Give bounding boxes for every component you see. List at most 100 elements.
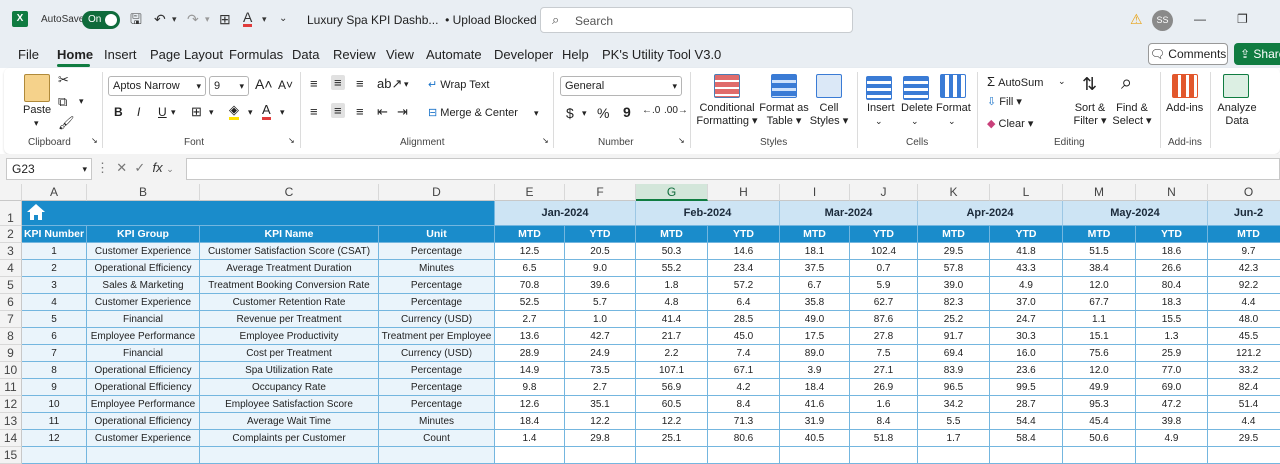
table-cell[interactable]: 39.6: [565, 277, 636, 294]
paste-icon[interactable]: [24, 74, 50, 102]
table-cell[interactable]: 80.4: [1136, 277, 1208, 294]
table-cell[interactable]: Operational Efficiency: [87, 260, 200, 277]
align-middle-icon[interactable]: ≡: [331, 75, 345, 90]
empty-cell[interactable]: [1063, 447, 1136, 464]
table-cell[interactable]: Employee Performance: [87, 396, 200, 413]
tab-file[interactable]: File: [18, 47, 39, 62]
table-cell[interactable]: 8: [22, 362, 87, 379]
sort-filter-button[interactable]: Sort & Filter ▾: [1073, 102, 1107, 127]
autosum-dropdown-icon[interactable]: ⌄: [1058, 76, 1066, 86]
column-header-n[interactable]: N: [1136, 184, 1208, 201]
paste-button[interactable]: Paste: [23, 104, 52, 116]
table-cell[interactable]: 54.4: [990, 413, 1063, 430]
table-cell[interactable]: 8.4: [708, 396, 780, 413]
format-painter-icon[interactable]: 🖌: [58, 115, 75, 130]
table-cell[interactable]: 35.8: [780, 294, 850, 311]
font-name-combo[interactable]: Aptos Narrow ▾: [108, 76, 206, 96]
table-cell[interactable]: 33.2: [1208, 362, 1280, 379]
table-cell[interactable]: 82.4: [1208, 379, 1280, 396]
clear-button[interactable]: ◆ Clear ▾: [987, 118, 1034, 130]
tab-insert[interactable]: Insert: [104, 47, 137, 62]
cancel-icon[interactable]: ✕: [116, 160, 128, 175]
row-header-3[interactable]: 3: [0, 243, 22, 260]
table-cell[interactable]: 57.2: [708, 277, 780, 294]
share-button[interactable]: ⇪ Share: [1234, 43, 1280, 65]
tab-home[interactable]: Home: [57, 47, 94, 62]
table-cell[interactable]: 4.9: [990, 277, 1063, 294]
table-cell[interactable]: 67.1: [708, 362, 780, 379]
table-cell[interactable]: 12.6: [495, 396, 565, 413]
table-cell[interactable]: 12: [22, 430, 87, 447]
table-cell[interactable]: 37.5: [780, 260, 850, 277]
orientation-dropdown-icon[interactable]: ▾: [404, 79, 409, 89]
number-format-combo[interactable]: General ▾: [560, 76, 682, 96]
name-box[interactable]: G23 ▾: [6, 158, 92, 180]
undo-dropdown-icon[interactable]: ▾: [172, 14, 177, 24]
borders-dropdown-icon[interactable]: ▾: [209, 107, 214, 117]
table-icon[interactable]: ⊞: [219, 11, 231, 27]
table-cell[interactable]: 69.4: [918, 345, 990, 362]
tab-view[interactable]: View: [386, 47, 414, 62]
table-cell[interactable]: 47.2: [1136, 396, 1208, 413]
table-cell[interactable]: 56.9: [636, 379, 708, 396]
insert-button[interactable]: Insert: [867, 102, 895, 114]
table-cell[interactable]: 7: [22, 345, 87, 362]
table-cell[interactable]: Treatment per Employee: [379, 328, 495, 345]
table-cell[interactable]: 87.6: [850, 311, 918, 328]
table-cell[interactable]: 70.8: [495, 277, 565, 294]
table-cell[interactable]: Operational Efficiency: [87, 413, 200, 430]
decrease-indent-icon[interactable]: ⇤: [377, 104, 388, 119]
table-cell[interactable]: 89.0: [780, 345, 850, 362]
table-cell[interactable]: 62.7: [850, 294, 918, 311]
table-cell[interactable]: 5: [22, 311, 87, 328]
table-cell[interactable]: 18.4: [780, 379, 850, 396]
home-icon[interactable]: [26, 203, 46, 221]
table-cell[interactable]: 14.6: [708, 243, 780, 260]
table-cell[interactable]: 18.3: [1136, 294, 1208, 311]
table-cell[interactable]: 28.5: [708, 311, 780, 328]
table-cell[interactable]: 42.7: [565, 328, 636, 345]
search-box[interactable]: ⌕ Search: [540, 7, 853, 33]
formula-input[interactable]: [186, 158, 1280, 180]
table-cell[interactable]: 41.8: [990, 243, 1063, 260]
borders-icon[interactable]: ⊞: [191, 104, 202, 119]
table-cell[interactable]: Percentage: [379, 396, 495, 413]
column-header-f[interactable]: F: [565, 184, 636, 201]
fill-button[interactable]: ⇩ Fill ▾: [987, 96, 1022, 108]
table-cell[interactable]: 12.2: [565, 413, 636, 430]
table-cell[interactable]: 25.9: [1136, 345, 1208, 362]
minimize-icon[interactable]: —: [1194, 12, 1206, 26]
table-cell[interactable]: 2.2: [636, 345, 708, 362]
table-cell[interactable]: 28.7: [990, 396, 1063, 413]
bold-button[interactable]: B: [114, 105, 123, 119]
table-cell[interactable]: 27.8: [850, 328, 918, 345]
merge-center-button[interactable]: ⊟ Merge & Center: [428, 106, 518, 119]
redo-icon[interactable]: ↷: [187, 11, 199, 27]
table-cell[interactable]: 83.9: [918, 362, 990, 379]
row-header-7[interactable]: 7: [0, 311, 22, 328]
table-cell[interactable]: 2.7: [495, 311, 565, 328]
fill-color-icon[interactable]: ◈: [229, 103, 239, 120]
clipboard-launcher-icon[interactable]: ↘: [91, 136, 98, 145]
table-cell[interactable]: 38.4: [1063, 260, 1136, 277]
font-size-combo[interactable]: 9 ▾: [209, 76, 249, 96]
table-cell[interactable]: 51.5: [1063, 243, 1136, 260]
table-cell[interactable]: 50.3: [636, 243, 708, 260]
align-bottom-icon[interactable]: ≡: [356, 76, 364, 91]
wrap-text-button[interactable]: ↵ Wrap Text: [428, 78, 489, 91]
comments-button[interactable]: 🗨 Comments: [1148, 43, 1228, 65]
comma-button[interactable]: 9: [623, 104, 631, 120]
font-color-dropdown-icon[interactable]: ▾: [280, 107, 285, 117]
table-cell[interactable]: 15.1: [1063, 328, 1136, 345]
table-cell[interactable]: 91.7: [918, 328, 990, 345]
find-select-button[interactable]: Find & Select ▾: [1112, 102, 1152, 127]
empty-cell[interactable]: [1136, 447, 1208, 464]
table-cell[interactable]: 28.9: [495, 345, 565, 362]
empty-cell[interactable]: [918, 447, 990, 464]
paste-dropdown-icon[interactable]: ▾: [34, 118, 39, 128]
table-cell[interactable]: Percentage: [379, 294, 495, 311]
table-cell[interactable]: Count: [379, 430, 495, 447]
row-header-15[interactable]: 15: [0, 447, 22, 464]
table-cell[interactable]: 27.1: [850, 362, 918, 379]
table-cell[interactable]: 20.5: [565, 243, 636, 260]
